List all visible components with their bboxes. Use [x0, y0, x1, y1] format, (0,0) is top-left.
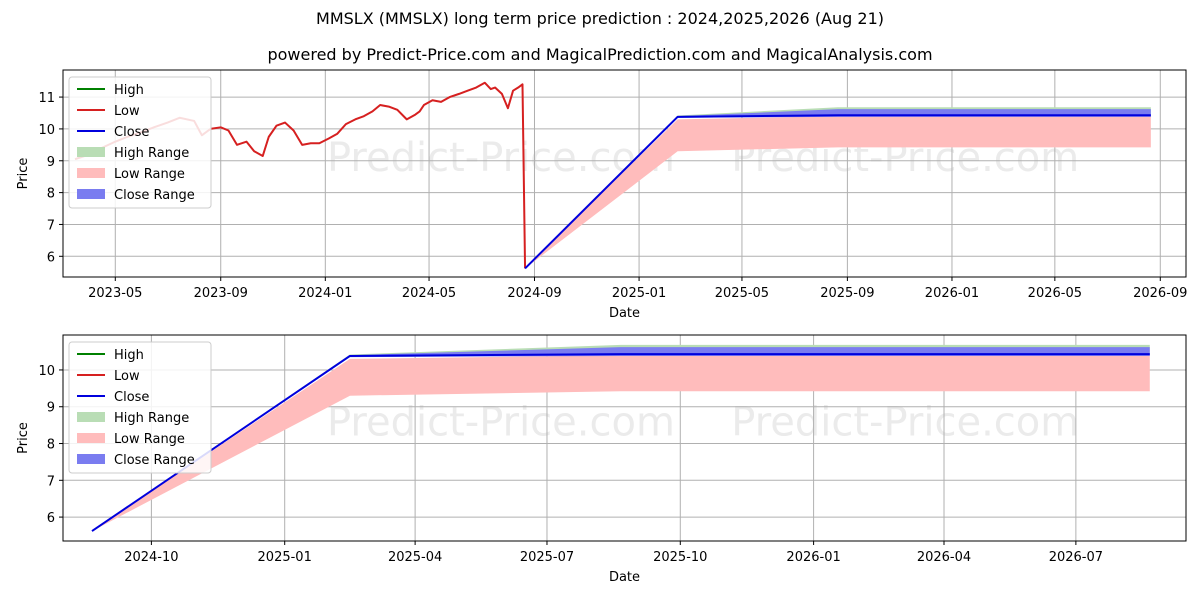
- legend-patch-swatch: [77, 433, 105, 443]
- low-range-band: [91, 355, 1150, 532]
- x-tick-label: 2024-09: [507, 286, 561, 301]
- x-tick-label: 2026-01: [786, 550, 840, 565]
- legend-label: Low Range: [114, 167, 185, 182]
- watermark-text: Predict-Price.com: [731, 400, 1079, 446]
- forecast-close-line: [91, 353, 1150, 532]
- y-tick-label: 6: [47, 250, 55, 265]
- chart-subtitle: powered by Predict-Price.com and Magical…: [267, 45, 933, 64]
- legend-label: Close: [114, 390, 149, 405]
- y-tick-label: 7: [47, 218, 55, 233]
- y-tick-label: 10: [38, 364, 55, 379]
- plot-frame: [62, 334, 1187, 542]
- y-tick-label: 9: [47, 401, 55, 416]
- y-tick-label: 6: [47, 511, 55, 526]
- legend-label: Low: [114, 104, 140, 119]
- y-tick-label: 11: [38, 91, 55, 106]
- legend-label: High Range: [114, 411, 189, 426]
- x-tick-label: 2025-07: [520, 550, 574, 565]
- grid: [63, 70, 1186, 277]
- x-tick-label: 2026-01: [925, 286, 979, 301]
- legend-label: Close Range: [114, 188, 195, 203]
- x-tick-label: 2026-05: [1028, 286, 1082, 301]
- y-axis-label: Price: [16, 422, 31, 454]
- legend-patch-swatch: [77, 412, 105, 422]
- x-tick-label: 2024-01: [298, 286, 352, 301]
- legend-label: High: [114, 83, 144, 98]
- legend-patch-swatch: [77, 168, 105, 178]
- legend-label: Low: [114, 369, 140, 384]
- watermark-text: Predict-Price.com: [327, 400, 675, 446]
- x-tick-label: 2025-04: [388, 550, 442, 565]
- x-tick-label: 2025-01: [612, 286, 666, 301]
- x-tick-label: 2025-01: [258, 550, 312, 565]
- x-tick-label: 2026-04: [917, 550, 971, 565]
- legend-label: High Range: [114, 146, 189, 161]
- plot-frame: [62, 69, 1187, 278]
- x-tick-label: 2024-05: [402, 286, 456, 301]
- chart-2: Predict-Price.com Predict-Price.com2024-1…: [16, 334, 1187, 585]
- y-tick-label: 7: [47, 474, 55, 489]
- chart-1: Predict-Price.com Predict-Price.com2023-0…: [16, 69, 1187, 321]
- forecast-close-line: [524, 114, 1151, 270]
- low-range-band: [525, 116, 1151, 269]
- legend-patch-swatch: [77, 454, 105, 464]
- x-tick-label: 2025-09: [820, 286, 874, 301]
- legend-label: Close Range: [114, 453, 195, 468]
- y-tick-label: 8: [47, 438, 55, 453]
- legend-patch-swatch: [77, 189, 105, 199]
- legend: High Low Close High Range Low Range Close Ran…: [68, 76, 212, 209]
- legend-label: Close: [114, 125, 149, 140]
- x-axis-label: Date: [609, 570, 640, 585]
- watermark-group: Predict-Price.com Predict-Price.com: [327, 400, 1079, 446]
- watermark-text: Predict-Price.com: [327, 135, 675, 181]
- y-tick-label: 8: [47, 187, 55, 202]
- legend-label: Low Range: [114, 432, 185, 447]
- y-tick-label: 9: [47, 155, 55, 170]
- x-tick-label: 2024-10: [124, 550, 178, 565]
- x-tick-label: 2026-07: [1049, 550, 1103, 565]
- legend-label: High: [114, 348, 144, 363]
- chart-title: MMSLX (MMSLX) long term price prediction…: [316, 9, 884, 28]
- axes: 2023-05 2023-09 2024-01 2024-05 2024-09 2025-…: [16, 91, 1187, 321]
- legend: High Low Close High Range Low Range Close Ran…: [68, 341, 212, 474]
- x-tick-label: 2023-05: [88, 286, 142, 301]
- x-tick-label: 2025-10: [653, 550, 707, 565]
- y-tick-label: 10: [38, 123, 55, 138]
- x-axis-label: Date: [609, 306, 640, 321]
- y-axis-label: Price: [16, 158, 31, 190]
- axes: 2024-10 2025-01 2025-04 2025-07 2025-10 2026-…: [16, 364, 1103, 585]
- x-tick-label: 2025-05: [715, 286, 769, 301]
- x-tick-label: 2026-09: [1133, 286, 1187, 301]
- x-tick-label: 2023-09: [194, 286, 248, 301]
- legend-patch-swatch: [77, 147, 105, 157]
